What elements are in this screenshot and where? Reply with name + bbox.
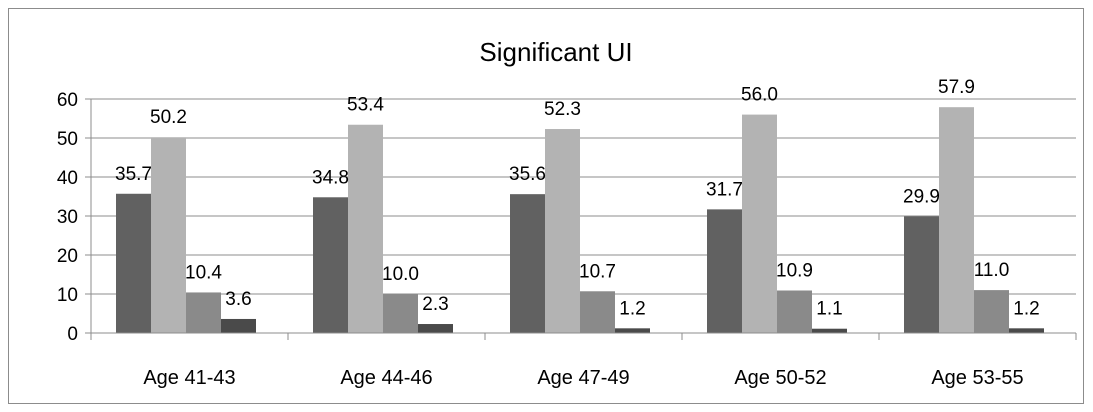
y-tick-label: 50: [57, 129, 78, 150]
x-axis-categories: Age 41-43 Age 44-46 Age 47-49 Age 50-52 Age …: [143, 367, 1023, 389]
data-label: 11.0: [974, 260, 1010, 281]
data-label: 52.3: [544, 99, 581, 120]
y-tick-label: 60: [57, 90, 78, 111]
bar: [418, 324, 453, 333]
data-label: 57.9: [938, 77, 975, 98]
bar: [383, 294, 418, 333]
data-label: 10.9: [776, 260, 813, 281]
bar: [904, 216, 939, 333]
x-category-label: Age 47-49: [537, 367, 629, 389]
bar: [974, 290, 1009, 333]
data-label: 56.0: [741, 85, 778, 106]
bar: [742, 114, 777, 333]
y-tick-label: 20: [57, 246, 78, 267]
bar: [545, 129, 580, 333]
data-labels: 35.7 34.8 35.6 31.7 29.9 50.2 53.4 52.3 56.0 57.9…: [115, 77, 1040, 320]
bar: [116, 193, 151, 333]
bar: [1009, 328, 1044, 333]
bar: [939, 107, 974, 333]
x-category-label: Age 41-43: [143, 367, 235, 389]
data-label: 2.3: [422, 294, 448, 315]
chart-title: Significant UI: [479, 37, 632, 67]
y-axis-ticks: 0 10 20 30 40 50 60: [57, 90, 78, 345]
bar: [186, 292, 221, 333]
data-label: 1.2: [1013, 298, 1039, 319]
bar: [348, 124, 383, 334]
y-tick-label: 40: [57, 168, 78, 189]
data-label: 10.4: [185, 262, 222, 283]
bar: [615, 328, 650, 333]
x-category-label: Age 50-52: [734, 367, 826, 389]
data-label: 10.7: [579, 261, 616, 282]
data-label: 53.4: [347, 95, 384, 116]
data-label: 3.6: [225, 289, 251, 310]
y-tick-label: 10: [57, 285, 78, 306]
x-category-label: Age 53-55: [931, 367, 1023, 389]
data-label: 10.0: [382, 264, 419, 285]
data-label: 34.8: [312, 167, 349, 188]
bar: [151, 137, 186, 333]
y-tick-label: 30: [57, 207, 78, 228]
bar: [221, 318, 256, 333]
y-tick-label: 0: [67, 324, 78, 345]
bar: [777, 290, 812, 333]
data-label: 29.9: [903, 186, 940, 207]
data-label: 1.1: [816, 299, 842, 320]
data-label: 35.6: [509, 164, 546, 185]
bar: [580, 291, 615, 333]
x-category-label: Age 44-46: [340, 367, 432, 389]
axes: [85, 98, 1077, 340]
data-label: 1.2: [619, 298, 645, 319]
bars: [116, 107, 1044, 334]
bar: [812, 328, 847, 333]
data-label: 31.7: [706, 179, 743, 200]
data-label: 35.7: [115, 164, 152, 185]
bar: [510, 194, 545, 333]
bar: [707, 209, 742, 333]
data-label: 50.2: [150, 107, 187, 128]
bar: [313, 197, 348, 333]
